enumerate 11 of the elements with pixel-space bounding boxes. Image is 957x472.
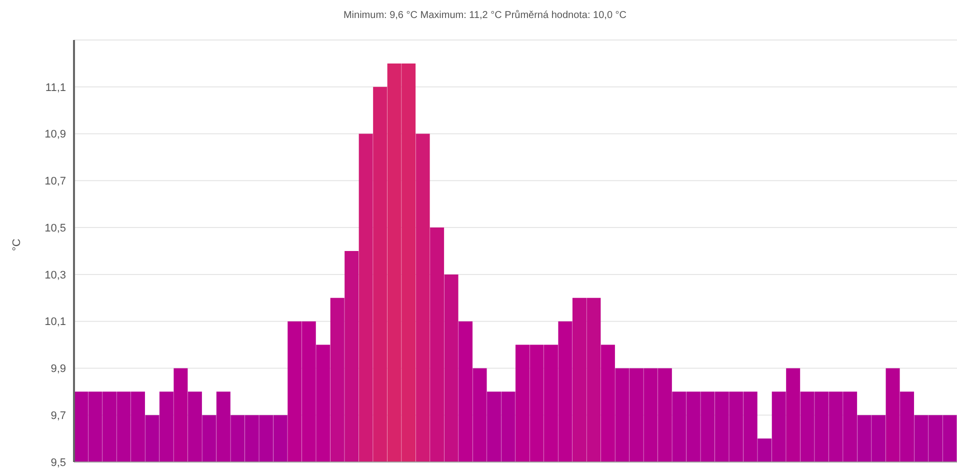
y-tick-label: 9,9 <box>50 363 66 376</box>
y-tick-label: 10,3 <box>44 269 66 282</box>
y-tick-label: 10,1 <box>44 316 66 328</box>
y-tick-label: 10,5 <box>44 222 66 234</box>
y-axis-title: °C <box>10 238 23 251</box>
y-tick-label: 9,7 <box>50 410 66 422</box>
y-tick-label: 10,9 <box>44 128 66 141</box>
y-tick-label: 9,5 <box>50 456 66 469</box>
chart-subtitle: Minimum: 9,6 °C Maximum: 11,2 °C Průměrná hodnota: 10,0 °C <box>342 10 628 21</box>
y-tick-label: 10,7 <box>44 176 66 188</box>
y-tick-label: 11,1 <box>45 82 66 94</box>
